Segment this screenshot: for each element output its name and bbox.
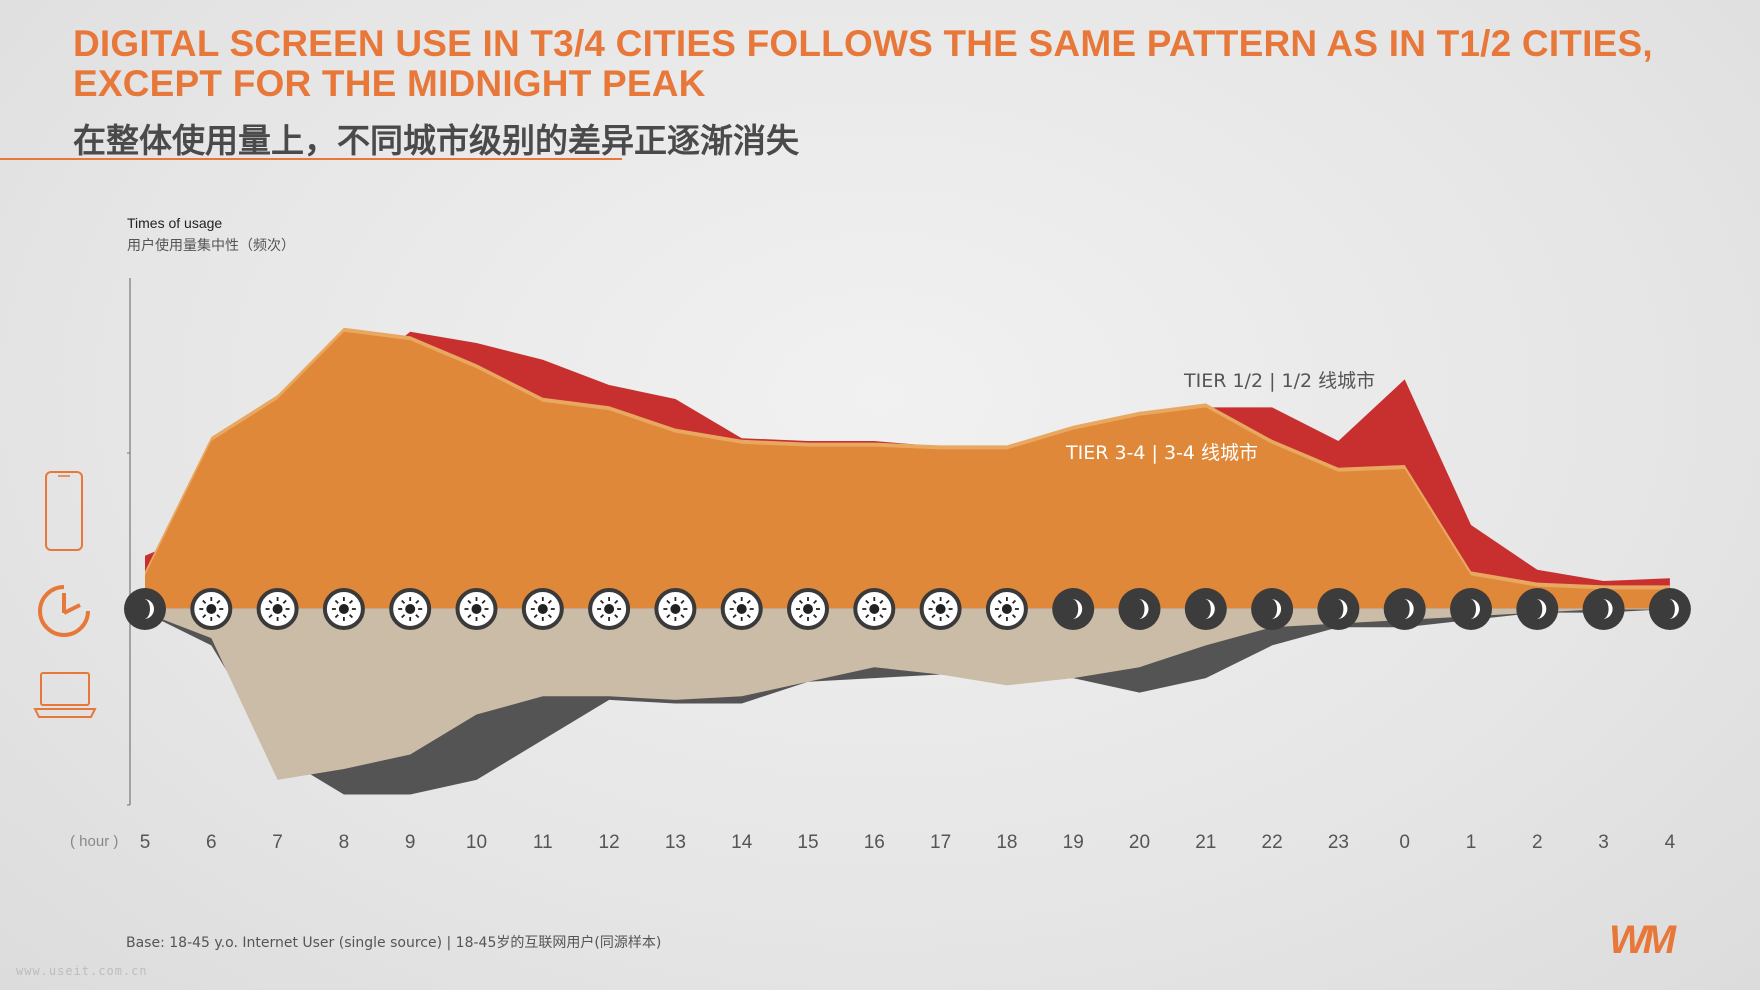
x-tick-label: 5 xyxy=(140,832,151,853)
x-tick-label: 21 xyxy=(1195,832,1216,853)
x-tick-label: 10 xyxy=(466,832,487,853)
y-axis-title: Times of usage xyxy=(127,215,223,231)
moon-icon xyxy=(1317,588,1360,630)
moon-icon xyxy=(1383,588,1426,630)
x-tick-label: 19 xyxy=(1063,832,1084,853)
x-tick-label: 13 xyxy=(665,832,686,853)
area-tier34-mobile xyxy=(145,331,1670,609)
brand-logo: WM xyxy=(1609,918,1676,962)
x-tick-label: 16 xyxy=(864,832,885,853)
x-tick-label: 23 xyxy=(1328,832,1349,853)
sun-icon xyxy=(787,588,829,630)
y-axis-title-cn: 用户使用量集中性（频次） xyxy=(127,238,295,254)
moon-icon xyxy=(124,588,166,630)
x-tick-label: 22 xyxy=(1262,832,1283,853)
sun-icon xyxy=(720,588,763,630)
x-tick-label: 2 xyxy=(1532,832,1543,853)
sun-icon xyxy=(256,588,299,630)
moon-icon xyxy=(1251,588,1294,630)
moon-icon xyxy=(1582,588,1625,630)
page-title: DIGITAL SCREEN USE IN T3/4 CITIES FOLLOW… xyxy=(73,23,1653,104)
x-tick-label: 1 xyxy=(1466,832,1477,853)
title-divider xyxy=(0,158,622,160)
series-label-tier12: TIER 1/2 | 1/2 线城市 xyxy=(1183,370,1375,392)
x-tick-label: 6 xyxy=(206,832,217,853)
sun-icon xyxy=(190,588,233,630)
x-tick-label: 7 xyxy=(272,832,283,853)
watermark: www.useit.com.cn xyxy=(16,964,148,978)
sun-icon xyxy=(322,588,365,630)
x-tick-label: 20 xyxy=(1129,832,1150,853)
sun-icon xyxy=(455,588,498,630)
area-tier34-pc xyxy=(145,609,1670,780)
x-tick-label: 14 xyxy=(731,832,753,853)
x-unit-label: ( hour ) xyxy=(70,833,118,850)
sun-icon xyxy=(985,588,1028,630)
sun-icon xyxy=(853,588,896,630)
x-tick-label: 9 xyxy=(405,832,416,853)
page-subtitle: 在整体使用量上，不同城市级别的差异正逐渐消失 xyxy=(73,121,799,160)
series-label-tier34: TIER 3-4 | 3-4 线城市 xyxy=(1065,442,1258,464)
clock-icon xyxy=(38,585,90,637)
moon-icon xyxy=(1450,588,1492,630)
moon-icon xyxy=(1648,588,1691,630)
sun-icon xyxy=(919,588,962,630)
x-tick-label: 15 xyxy=(797,832,818,853)
x-tick-label: 3 xyxy=(1598,832,1609,853)
x-tick-label: 18 xyxy=(996,832,1017,853)
sun-icon xyxy=(654,588,697,630)
base-footnote: Base: 18-45 y.o. Internet User (single s… xyxy=(126,935,662,951)
x-tick-label: 8 xyxy=(339,832,350,853)
sun-icon xyxy=(389,588,432,630)
moon-icon xyxy=(1184,588,1227,630)
x-tick-label: 12 xyxy=(599,832,620,853)
x-tick-label: 4 xyxy=(1665,832,1676,853)
x-tick-label: 0 xyxy=(1399,832,1410,853)
x-tick-label: 17 xyxy=(930,832,951,853)
moon-icon xyxy=(1118,588,1161,630)
sun-icon xyxy=(521,588,564,630)
moon-icon xyxy=(1516,588,1559,630)
laptop-icon xyxy=(33,672,97,718)
smartphone-icon xyxy=(45,471,83,551)
sun-icon xyxy=(588,588,631,630)
x-tick-label: 11 xyxy=(533,832,553,853)
moon-icon xyxy=(1052,588,1095,630)
